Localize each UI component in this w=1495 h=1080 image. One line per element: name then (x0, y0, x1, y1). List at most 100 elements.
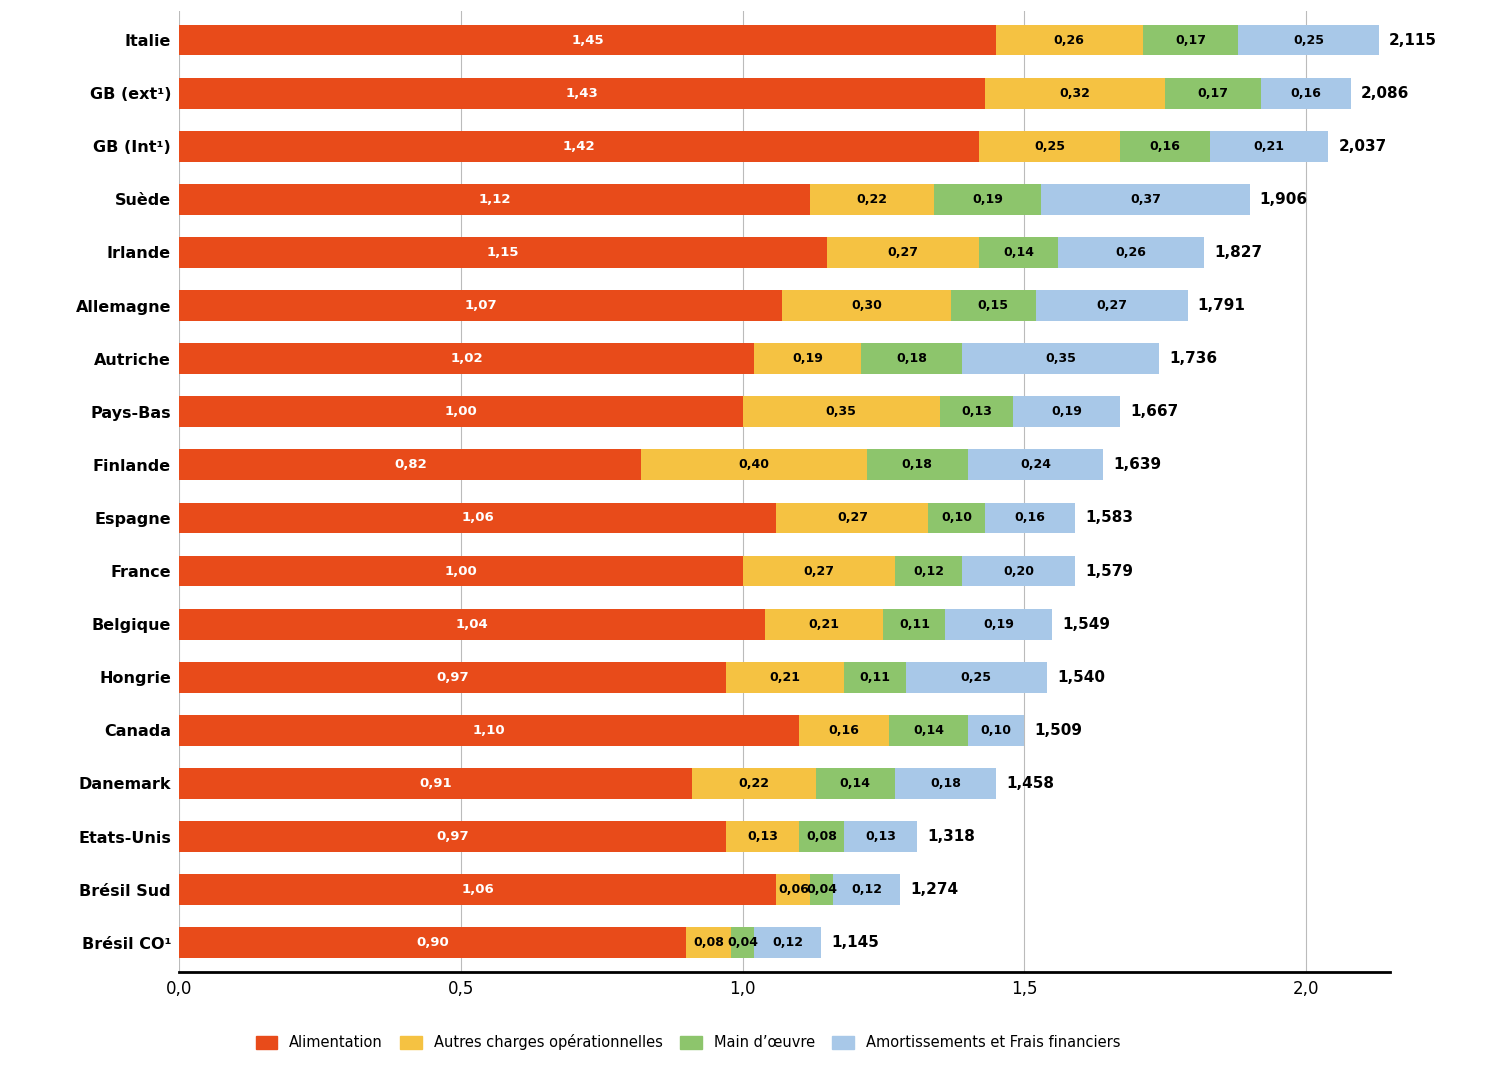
Text: 0,26: 0,26 (1054, 33, 1085, 46)
Text: 0,11: 0,11 (860, 671, 891, 684)
Text: 0,21: 0,21 (770, 671, 800, 684)
Text: 0,17: 0,17 (1175, 33, 1206, 46)
Bar (884, 609, 945, 639)
Bar (985, 502, 1075, 534)
Text: 0,08: 0,08 (694, 936, 724, 949)
Bar (861, 343, 963, 374)
Text: 1,02: 1,02 (450, 352, 483, 365)
Bar (827, 237, 979, 268)
Text: 1,458: 1,458 (1006, 775, 1054, 791)
Bar (963, 555, 1075, 586)
Text: 0,13: 0,13 (866, 831, 896, 843)
Text: 0,16: 0,16 (1290, 86, 1322, 99)
Bar (179, 396, 743, 428)
Text: 1,06: 1,06 (462, 883, 495, 896)
Text: 1,45: 1,45 (571, 33, 604, 46)
Bar (890, 715, 967, 746)
Bar (179, 449, 641, 481)
Bar (845, 821, 918, 852)
Bar (1209, 131, 1329, 162)
Bar (179, 609, 765, 639)
Text: 0,13: 0,13 (961, 405, 991, 418)
Text: 1,639: 1,639 (1114, 457, 1162, 472)
Text: 0,14: 0,14 (1003, 246, 1035, 259)
Text: 0,17: 0,17 (1197, 86, 1229, 99)
Text: 0,14: 0,14 (913, 724, 943, 737)
Bar (906, 662, 1046, 692)
Text: 0,18: 0,18 (901, 458, 933, 471)
Text: 0,19: 0,19 (972, 193, 1003, 206)
Bar (940, 396, 1014, 428)
Text: 1,579: 1,579 (1085, 564, 1133, 579)
Text: 1,07: 1,07 (465, 299, 496, 312)
Text: 0,20: 0,20 (1003, 565, 1035, 578)
Text: 0,25: 0,25 (961, 671, 991, 684)
Text: 0,12: 0,12 (851, 883, 882, 896)
Bar (641, 449, 867, 481)
Text: 1,42: 1,42 (564, 139, 595, 152)
Text: 0,13: 0,13 (748, 831, 777, 843)
Text: 0,25: 0,25 (1035, 139, 1064, 152)
Bar (1120, 131, 1209, 162)
Bar (179, 25, 996, 55)
Text: 0,27: 0,27 (1096, 299, 1127, 312)
Text: 1,10: 1,10 (472, 724, 505, 737)
Bar (179, 555, 743, 586)
Bar (1058, 237, 1205, 268)
Text: 2,115: 2,115 (1389, 32, 1437, 48)
Bar (743, 396, 940, 428)
Text: 0,11: 0,11 (898, 618, 930, 631)
Text: 0,19: 0,19 (984, 618, 1014, 631)
Text: 1,43: 1,43 (565, 86, 598, 99)
Bar (753, 343, 861, 374)
Bar (816, 768, 894, 799)
Bar (1142, 25, 1238, 55)
Bar (731, 928, 753, 958)
Text: 2,086: 2,086 (1360, 85, 1410, 100)
Text: 0,22: 0,22 (739, 777, 770, 789)
Text: 0,27: 0,27 (803, 565, 834, 578)
Bar (928, 502, 985, 534)
Text: 1,906: 1,906 (1260, 192, 1308, 207)
Bar (179, 821, 725, 852)
Bar (967, 449, 1103, 481)
Text: 0,18: 0,18 (930, 777, 961, 789)
Bar (765, 609, 884, 639)
Text: 0,24: 0,24 (1020, 458, 1051, 471)
Bar (782, 291, 951, 321)
Bar (996, 25, 1142, 55)
Bar (776, 502, 928, 534)
Bar (1014, 396, 1120, 428)
Text: 1,00: 1,00 (444, 405, 477, 418)
Bar (798, 821, 845, 852)
Text: 0,06: 0,06 (777, 883, 809, 896)
Bar (934, 184, 1041, 215)
Text: 0,35: 0,35 (825, 405, 857, 418)
Text: 0,91: 0,91 (420, 777, 451, 789)
Bar (894, 768, 996, 799)
Text: 0,26: 0,26 (1115, 246, 1147, 259)
Text: 0,12: 0,12 (913, 565, 943, 578)
Text: 1,549: 1,549 (1063, 617, 1111, 632)
Text: 1,791: 1,791 (1197, 298, 1245, 313)
Bar (179, 131, 979, 162)
Bar (810, 875, 833, 905)
Text: 0,25: 0,25 (1293, 33, 1325, 46)
Text: 0,82: 0,82 (395, 458, 426, 471)
Text: 1,04: 1,04 (456, 618, 489, 631)
Text: 1,06: 1,06 (462, 512, 495, 525)
Bar (985, 78, 1165, 108)
Bar (753, 928, 821, 958)
Bar (833, 875, 900, 905)
Bar (963, 343, 1160, 374)
Bar (179, 768, 692, 799)
Text: 0,04: 0,04 (806, 883, 837, 896)
Text: 1,318: 1,318 (927, 829, 975, 845)
Text: 0,37: 0,37 (1130, 193, 1160, 206)
Bar (179, 928, 686, 958)
Bar (867, 449, 967, 481)
Text: 0,08: 0,08 (806, 831, 837, 843)
Text: 1,274: 1,274 (910, 882, 958, 897)
Bar (686, 928, 731, 958)
Text: 0,15: 0,15 (978, 299, 1009, 312)
